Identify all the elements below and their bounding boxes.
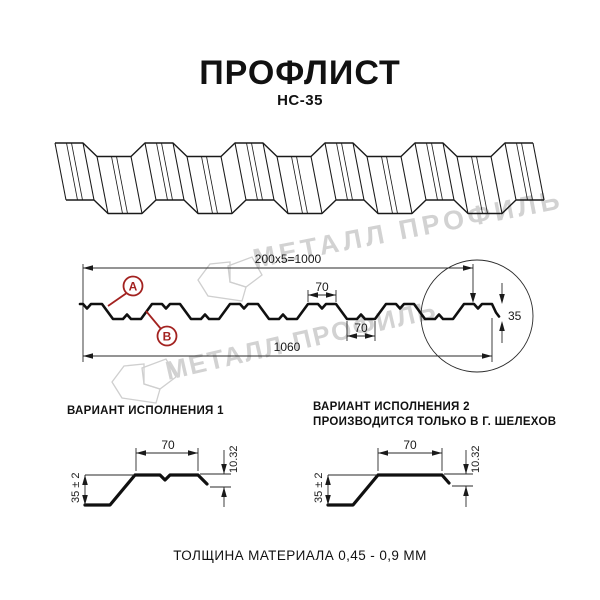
sheet-edge-line xyxy=(490,156,503,214)
sheet-edge-line xyxy=(414,142,427,201)
sheet-edge-line xyxy=(341,142,353,201)
sheet-edge-line xyxy=(504,142,517,201)
dim-modules-label: 200x5=1000 xyxy=(255,252,322,266)
sheet-edge-line xyxy=(96,156,109,214)
sheet-edge-line xyxy=(156,142,168,201)
sheet-edge-line xyxy=(516,142,528,201)
sheet-edge-line xyxy=(234,142,247,201)
sheet-stiffener-grooves xyxy=(66,142,533,214)
sheet-edge-line xyxy=(521,142,533,201)
sheet-edge-line xyxy=(161,142,173,201)
sheet-edge-line xyxy=(262,142,275,201)
marker-b-label: В xyxy=(163,330,172,344)
watermark-logo-icon xyxy=(111,358,177,404)
sheet-edge-line xyxy=(476,156,488,214)
sheet-edge-line xyxy=(220,156,233,214)
marker-a-label: А xyxy=(129,280,138,294)
sheet-edge-line xyxy=(456,156,469,214)
marker-a: А xyxy=(107,275,144,307)
cross-section-drawing: 200x5=1000 70 70 1060 35 xyxy=(78,252,534,373)
sheet-edge-line xyxy=(116,156,128,214)
variant-1-title: ВАРИАНТ ИСПОЛНЕНИЯ 1 xyxy=(67,404,327,419)
variant-2-subtitle-line: ПРОИЗВОДИТСЯ ТОЛЬКО В Г. ШЕЛЕХОВ xyxy=(313,416,557,428)
sheet-edge-line xyxy=(471,156,483,214)
variant-2-title: ВАРИАНТ ИСПОЛНЕНИЯ 2 ПРОИЗВОДИТСЯ ТОЛЬКО… xyxy=(313,400,593,430)
variant-2-profile xyxy=(326,473,451,507)
sheet-edge-line xyxy=(324,142,337,201)
sheet-edge-line xyxy=(291,156,303,214)
dim-lip-label: 10.32 xyxy=(228,445,240,473)
sheet-edge-line xyxy=(71,142,83,201)
sheet-edge-line xyxy=(206,156,218,214)
sheet-edge-line xyxy=(201,156,213,214)
marker-b: В xyxy=(145,310,178,347)
sheet-edge-line xyxy=(251,142,263,201)
dim-flange-label: 70 xyxy=(403,438,417,452)
detail-view-circle xyxy=(420,259,534,373)
sheet-edge-line xyxy=(66,142,78,201)
dim-height-label: 35 ± 2 xyxy=(313,472,325,503)
profiled-sheet-3d-view xyxy=(54,142,545,215)
sheet-edge-line xyxy=(296,156,308,214)
sheet-edge-line xyxy=(532,142,545,201)
sheet-edge-line xyxy=(54,142,67,201)
sheet-rib-edges xyxy=(54,142,545,214)
variant-1-profile xyxy=(83,473,209,507)
sheet-edge-line xyxy=(400,156,413,214)
sheet-edge-line xyxy=(246,142,258,201)
sheet-edge-line xyxy=(276,156,289,214)
sheet-edge-line xyxy=(426,142,438,201)
dim-overall-width-label: 1060 xyxy=(274,340,301,354)
sheet-edge-line xyxy=(352,142,365,201)
variant-2-title-line: ВАРИАНТ ИСПОЛНЕНИЯ 2 xyxy=(313,401,470,413)
sheet-edge-line xyxy=(111,156,123,214)
dim-rib-bottom-label: 70 xyxy=(354,321,368,335)
sheet-edge-line xyxy=(172,142,185,201)
sheet-edge-line xyxy=(144,142,157,201)
profile-model-code: НС-35 xyxy=(277,92,323,109)
dim-height-label: 35 ± 2 xyxy=(70,472,82,503)
watermark-logo-icon xyxy=(197,256,263,302)
watermark-layer: МЕТАЛЛ ПРОФИЛЬ МЕТАЛЛ ПРОФИЛЬ xyxy=(111,184,566,404)
sheet-edge-line xyxy=(336,142,348,201)
material-thickness-note: ТОЛЩИНА МАТЕРИАЛА 0,45 - 0,9 ММ xyxy=(173,548,427,563)
variant-2-drawing: 70 10.32 35 ± 2 xyxy=(313,438,482,507)
page-title: ПРОФЛИСТ xyxy=(199,54,401,92)
variant-1-drawing: 70 10.32 35 ± 2 xyxy=(70,438,240,507)
sheet-edge-line xyxy=(386,156,398,214)
dim-rib-top-label: 70 xyxy=(315,280,329,294)
sheet-edge-line xyxy=(366,156,379,214)
dim-height-label: 35 xyxy=(508,309,522,323)
sheet-edge-line xyxy=(381,156,393,214)
variant-1-title-line: ВАРИАНТ ИСПОЛНЕНИЯ 1 xyxy=(67,405,224,417)
sheet-edge-line xyxy=(82,142,95,201)
sheet-edge-line xyxy=(442,142,455,201)
sheet-edge-line xyxy=(186,156,199,214)
cross-section-profile xyxy=(78,302,501,321)
sheet-edge-line xyxy=(310,156,323,214)
sheet-edge-line xyxy=(431,142,443,201)
dim-lip-label: 10.32 xyxy=(470,445,482,473)
sheet-edge-line xyxy=(130,156,143,214)
dim-flange-label: 70 xyxy=(161,438,175,452)
